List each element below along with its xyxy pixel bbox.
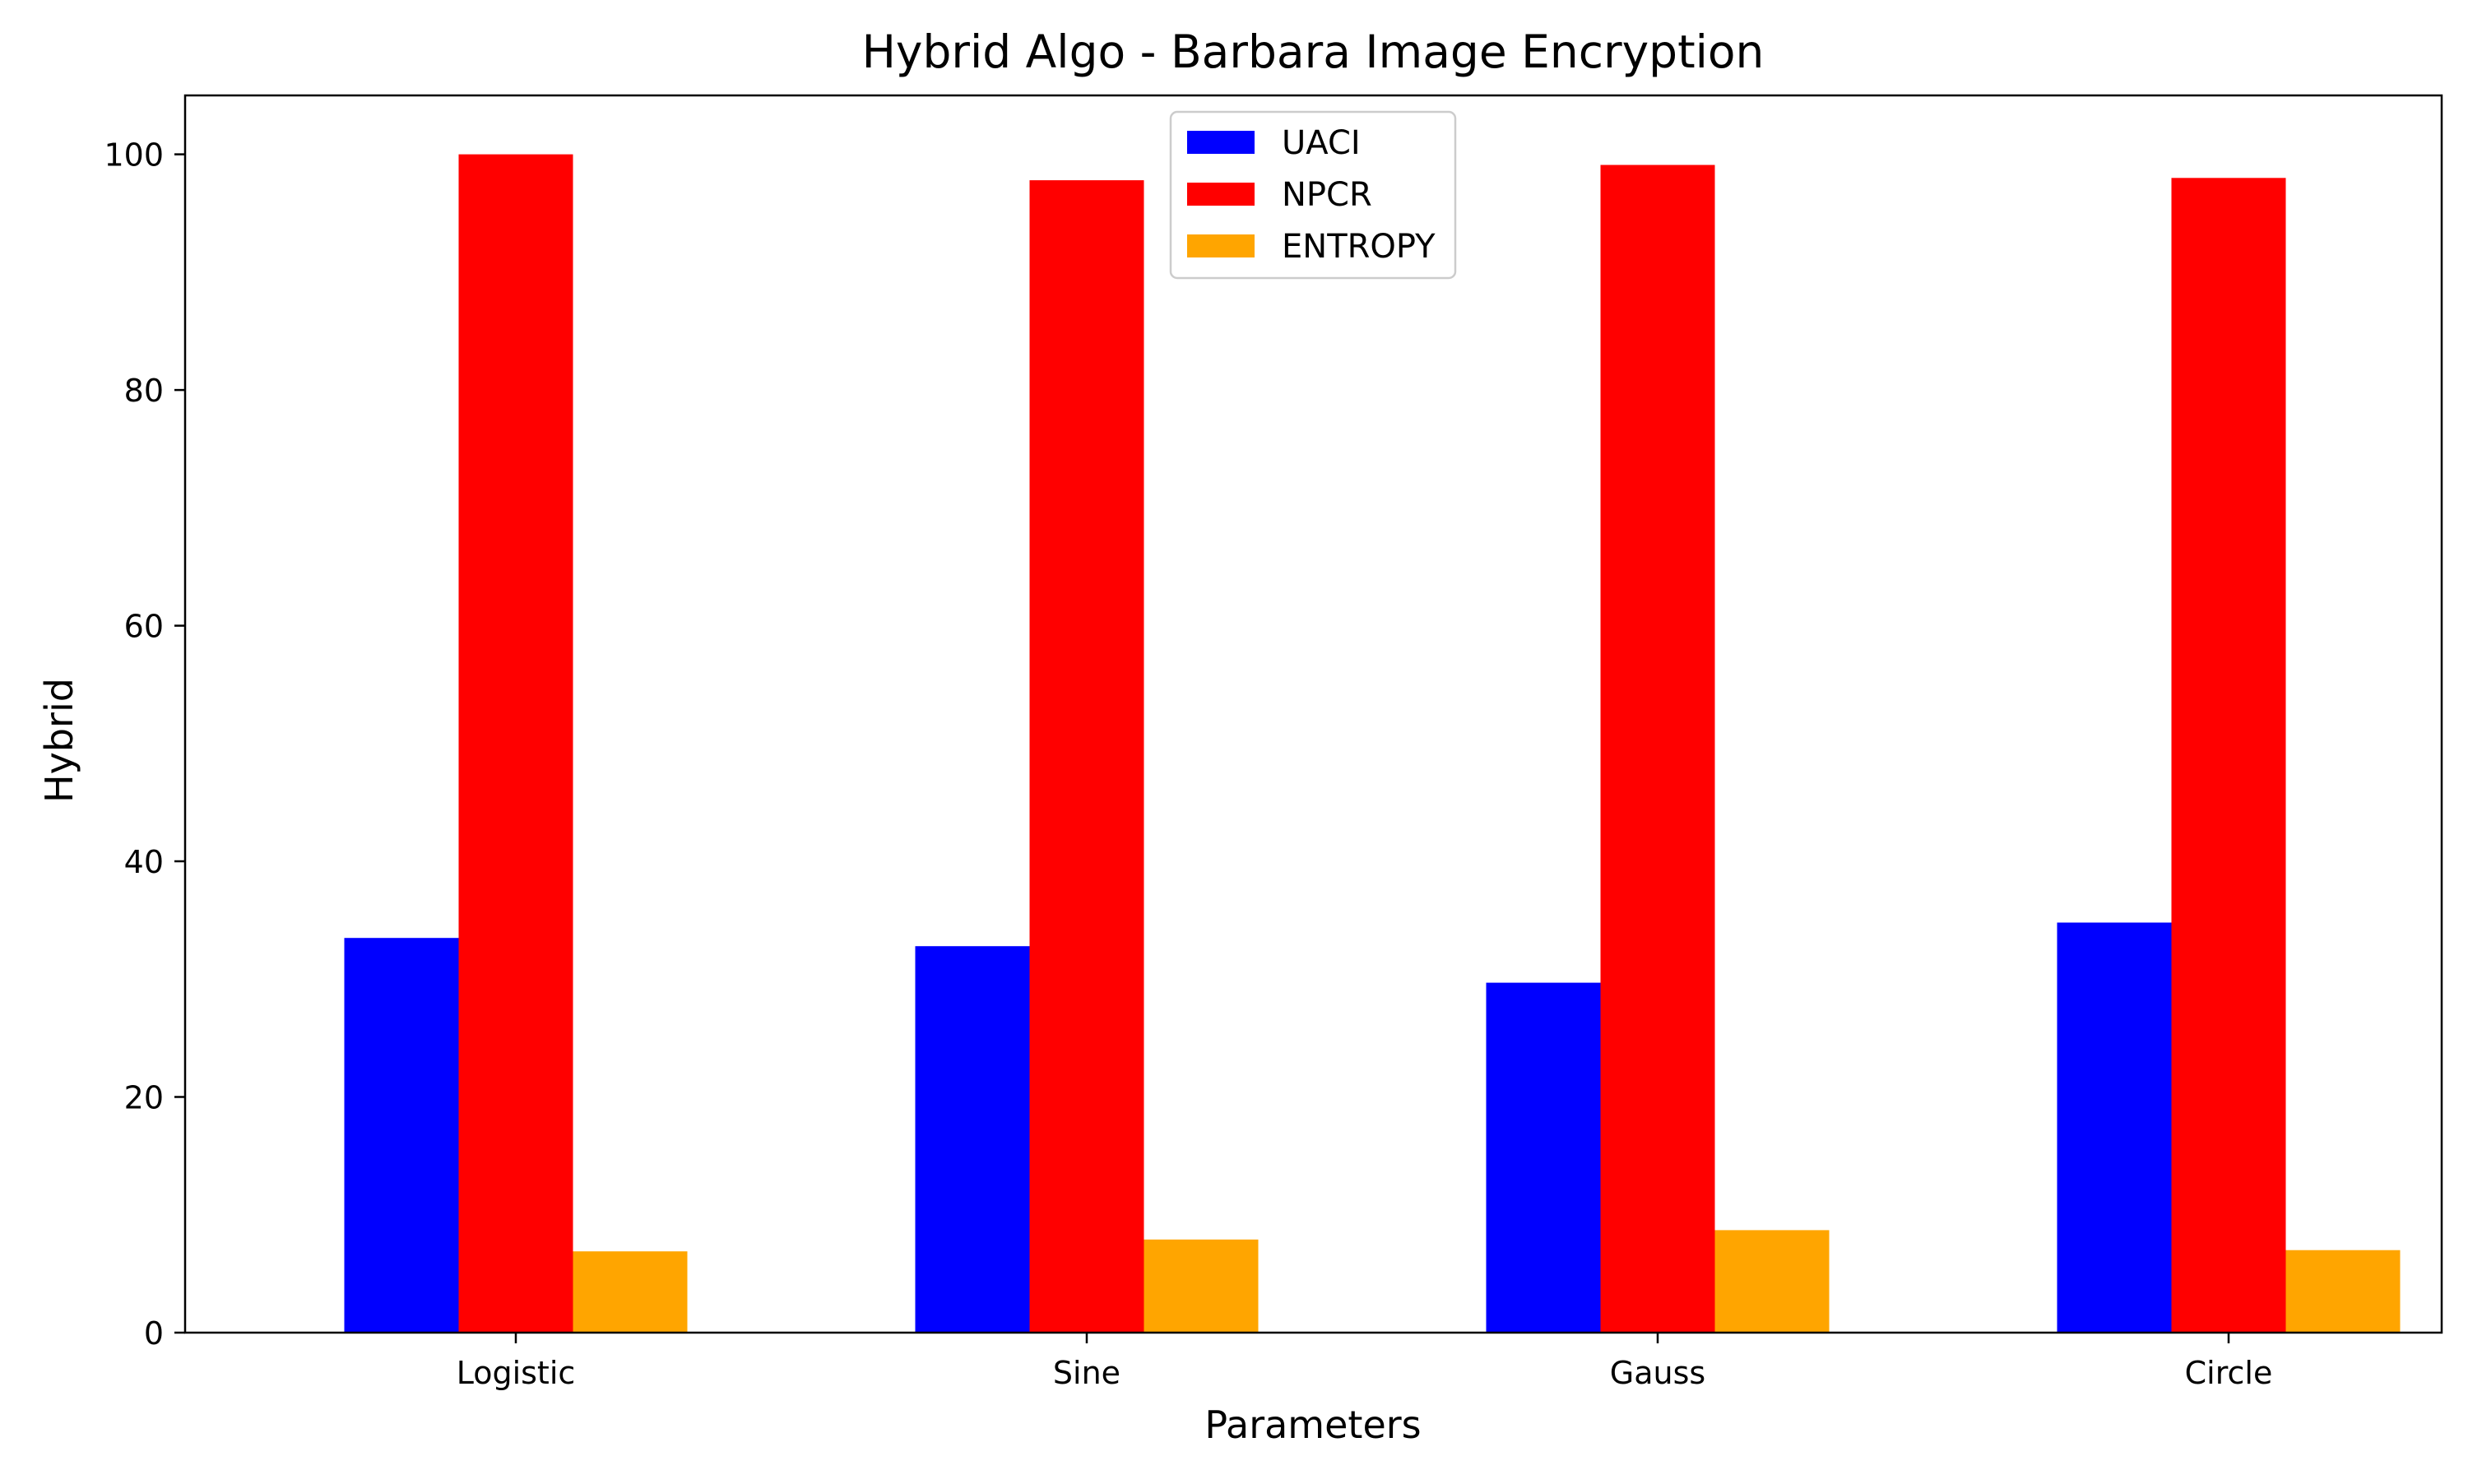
bar-entropy-circle — [2285, 1250, 2401, 1333]
legend: UACI NPCR ENTROPY — [1169, 110, 1457, 280]
y-tick-label: 100 — [104, 137, 164, 174]
y-tick-label: 20 — [124, 1080, 164, 1116]
legend-label-entropy: ENTROPY — [1282, 228, 1436, 266]
bar-uaci-gauss — [1486, 982, 1601, 1333]
bar-uaci-circle — [2057, 922, 2172, 1333]
legend-label-uaci: UACI — [1282, 124, 1361, 162]
x-axis-label: Parameters — [1204, 1403, 1421, 1447]
y-tick-label: 40 — [124, 844, 164, 880]
legend-label-npcr: NPCR — [1282, 176, 1372, 214]
bar-npcr-logistic — [458, 154, 573, 1333]
x-tick-label: Gauss — [1610, 1355, 1705, 1391]
y-axis-label: Hybrid — [37, 678, 81, 803]
legend-swatch-entropy — [1187, 234, 1255, 257]
x-tick-label: Logistic — [457, 1355, 576, 1391]
y-tick-label: 0 — [144, 1315, 164, 1352]
bar-entropy-sine — [1144, 1239, 1259, 1333]
y-tick-label: 60 — [124, 609, 164, 645]
x-tick-label: Sine — [1053, 1355, 1120, 1391]
x-tick-label: Circle — [2185, 1355, 2273, 1391]
bar-npcr-circle — [2171, 178, 2286, 1333]
legend-swatch-uaci — [1187, 131, 1255, 154]
bars — [344, 154, 2401, 1333]
bar-npcr-gauss — [1600, 165, 1715, 1333]
bar-entropy-logistic — [573, 1251, 688, 1333]
y-tick-label: 80 — [124, 373, 164, 409]
chart-title: Hybrid Algo - Barbara Image Encryption — [862, 26, 1765, 78]
bar-uaci-sine — [915, 946, 1030, 1333]
axis-ticks: 0 20 40 60 80 100 Logistic Sine Gauss Circle — [104, 137, 2272, 1391]
plot-area-frame — [183, 94, 2443, 1334]
bar-uaci-logistic — [344, 938, 459, 1333]
bar-npcr-sine — [1029, 180, 1144, 1333]
legend-swatch-npcr — [1187, 183, 1255, 206]
bar-entropy-gauss — [1714, 1230, 1830, 1333]
